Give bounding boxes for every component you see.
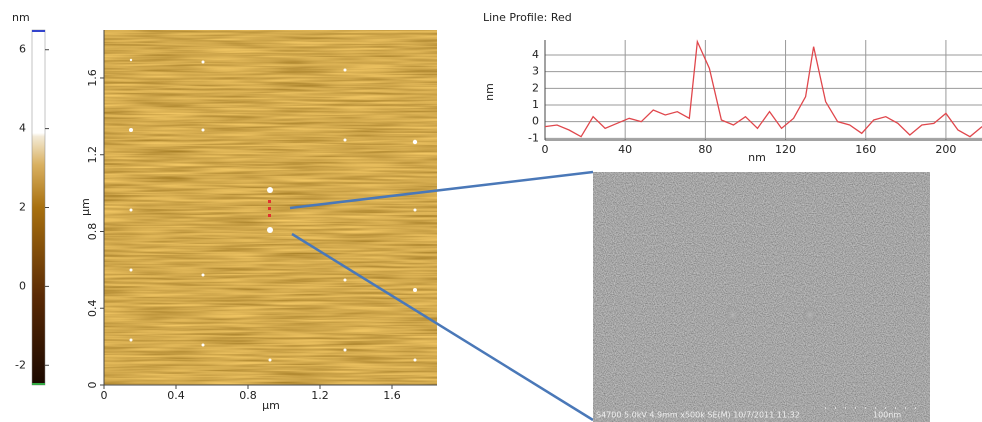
x-tick-label: 1.6 — [383, 389, 401, 402]
colorbar-tick-label: 0 — [19, 279, 26, 292]
particles — [129, 58, 418, 362]
y-tick-label: 0.4 — [86, 299, 99, 317]
sem-spot — [724, 306, 742, 324]
x-axis-label: nm — [748, 151, 766, 164]
y-tick-label: 3 — [532, 65, 539, 78]
x-tick-label: 80 — [698, 143, 712, 156]
connector — [291, 232, 594, 422]
colorbar-gradient — [31, 29, 46, 386]
x-tick-label: 120 — [775, 143, 796, 156]
colorbar-tick-label: 2 — [19, 201, 26, 214]
y-tick-label: 1.2 — [86, 146, 99, 164]
x-tick-label: 200 — [935, 143, 956, 156]
y-tick-label: 4 — [532, 48, 539, 61]
sem-info: S4700 5.0kV 4.9mm x500k SE(M) 10/7/2011 … — [596, 411, 800, 420]
profile-marker — [268, 200, 271, 217]
sem-scale: 100nm — [873, 411, 901, 420]
x-tick-label: 160 — [855, 143, 876, 156]
colorbar-tick-label: -2 — [15, 358, 26, 371]
x-tick-label: 0.4 — [167, 389, 185, 402]
colorbar-tick-label: 4 — [19, 122, 26, 135]
y-tick-label: 0 — [86, 382, 99, 389]
y-tick-label: 0.8 — [86, 223, 99, 241]
y-tick-label: 1.6 — [86, 69, 99, 87]
sem-image: S4700 5.0kV 4.9mm x500k SE(M) 10/7/2011 … — [593, 172, 930, 422]
x-tick-label: 1.2 — [311, 389, 329, 402]
afm-y-label: μm — [79, 198, 92, 216]
colorbar: nm — [12, 11, 46, 386]
sem-spot — [801, 306, 819, 324]
connector — [289, 170, 594, 210]
x-tick-label: 0 — [101, 389, 108, 402]
x-tick-label: 0.8 — [239, 389, 257, 402]
profile-line — [544, 39, 982, 138]
x-tick-label: 40 — [618, 143, 632, 156]
afm-x-label: μm — [262, 399, 280, 412]
y-tick-label: 0 — [532, 115, 539, 128]
afm-image — [104, 30, 437, 385]
x-tick-label: 0 — [542, 143, 549, 156]
y-tick-label: 2 — [532, 81, 539, 94]
colorbar-tick-label: 6 — [19, 43, 26, 56]
chart-title: Line Profile: Red — [483, 11, 572, 24]
y-tick-label: -1 — [528, 131, 539, 144]
sem-texture — [593, 172, 930, 422]
y-tick-label: 1 — [532, 98, 539, 111]
y-axis-label: nm — [483, 83, 496, 101]
colorbar-unit: nm — [12, 11, 30, 24]
